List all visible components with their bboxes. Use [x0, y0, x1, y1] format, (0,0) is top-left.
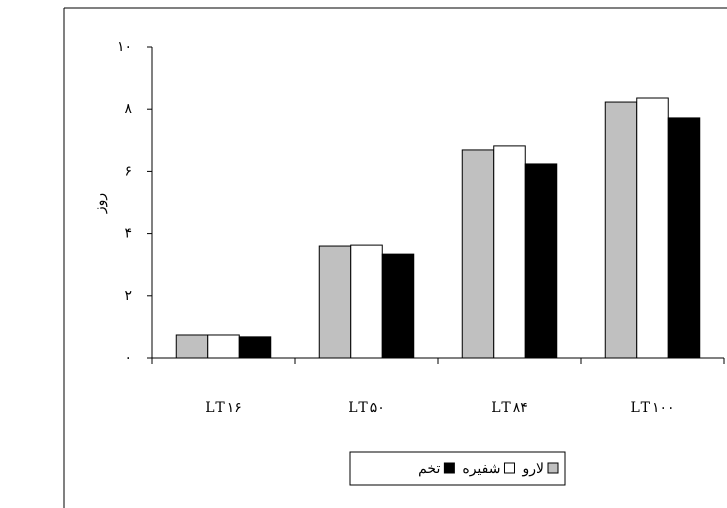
bar — [667, 117, 701, 359]
x-tick-label: LT۱۶ — [205, 400, 242, 416]
bar — [318, 245, 352, 359]
legend-swatch — [503, 462, 515, 474]
x-tick-label: LT۵۰ — [348, 400, 385, 416]
bar — [175, 334, 209, 359]
bar — [461, 149, 495, 359]
y-tick-label: ۰ — [124, 350, 132, 366]
y-tick-label: ۲ — [124, 288, 132, 304]
legend-swatch — [547, 462, 559, 474]
bar — [207, 334, 240, 359]
legend-label: تخم — [418, 461, 440, 477]
y-axis-label: روز — [92, 193, 108, 214]
bar — [350, 244, 383, 359]
bar — [493, 145, 526, 359]
bar — [636, 97, 669, 359]
x-tick-label: LT۱۰۰ — [630, 400, 674, 416]
bar — [604, 101, 638, 359]
bar — [238, 336, 272, 359]
y-tick-label: ۴ — [124, 226, 132, 242]
legend-label: شفیره — [462, 461, 500, 477]
bar — [381, 253, 415, 359]
y-tick-label: ۱۰ — [117, 39, 132, 55]
x-tick-label: LT۸۴ — [491, 400, 528, 416]
y-tick-label: ۸ — [124, 101, 132, 117]
bar — [524, 163, 558, 359]
legend-label: لارو — [521, 461, 544, 477]
legend — [349, 451, 566, 486]
y-tick-label: ۶ — [124, 163, 132, 179]
legend-swatch — [443, 462, 455, 474]
